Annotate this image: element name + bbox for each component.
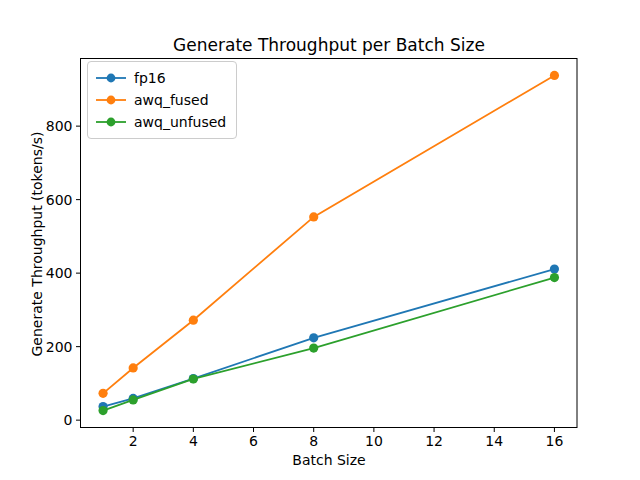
- legend-label-awq_fused: awq_fused: [134, 89, 209, 111]
- marker-fp16: [550, 264, 559, 273]
- marker-awq_unfused: [550, 273, 559, 282]
- y-axis-label: Generate Throughput (tokens/s): [29, 54, 45, 434]
- marker-awq_unfused: [189, 374, 198, 383]
- marker-fp16: [309, 333, 318, 342]
- legend-item-awq_fused: awq_fused: [95, 89, 226, 111]
- marker-awq_fused: [98, 389, 107, 398]
- legend-item-awq_unfused: awq_unfused: [95, 111, 226, 133]
- x-tick-label: 10: [365, 433, 383, 449]
- x-tick-label: 4: [189, 433, 198, 449]
- x-axis-label: Batch Size: [81, 452, 577, 468]
- legend-line-marker-icon: [95, 116, 127, 128]
- y-tick-label: 600: [46, 192, 73, 208]
- marker-awq_fused: [189, 316, 198, 325]
- marker-awq_unfused: [129, 395, 138, 404]
- legend-label-fp16: fp16: [134, 67, 166, 89]
- x-tick-label: 14: [485, 433, 503, 449]
- legend-line-marker-icon: [95, 72, 127, 84]
- x-tick-label: 16: [546, 433, 564, 449]
- series-line-awq_unfused: [103, 278, 554, 411]
- x-tick-label: 2: [129, 433, 138, 449]
- y-tick-label: 0: [64, 412, 73, 428]
- y-tick-label: 400: [46, 265, 73, 281]
- marker-awq_unfused: [309, 344, 318, 353]
- figure: 2 4 6 8 10 12 14 16 0 200 400 600 800 Generate Throu…: [0, 0, 640, 480]
- legend-line-marker-icon: [95, 94, 127, 106]
- x-tick-label: 8: [309, 433, 318, 449]
- marker-awq_unfused: [98, 406, 107, 415]
- marker-awq_fused: [309, 212, 318, 221]
- y-tick-label: 200: [46, 339, 73, 355]
- chart-title: Generate Throughput per Batch Size: [81, 35, 577, 55]
- legend-item-fp16: fp16: [95, 67, 226, 89]
- marker-awq_fused: [129, 363, 138, 372]
- x-tick-label: 12: [425, 433, 443, 449]
- legend: fp16awq_fusedawq_unfused: [87, 61, 237, 139]
- y-tick-label: 800: [46, 118, 73, 134]
- legend-label-awq_unfused: awq_unfused: [134, 111, 226, 133]
- x-tick-label: 6: [249, 433, 258, 449]
- marker-awq_fused: [550, 71, 559, 80]
